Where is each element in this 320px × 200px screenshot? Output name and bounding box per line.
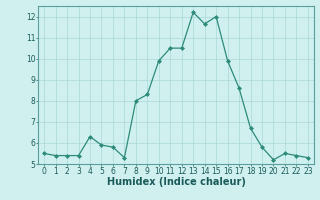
X-axis label: Humidex (Indice chaleur): Humidex (Indice chaleur) — [107, 177, 245, 187]
